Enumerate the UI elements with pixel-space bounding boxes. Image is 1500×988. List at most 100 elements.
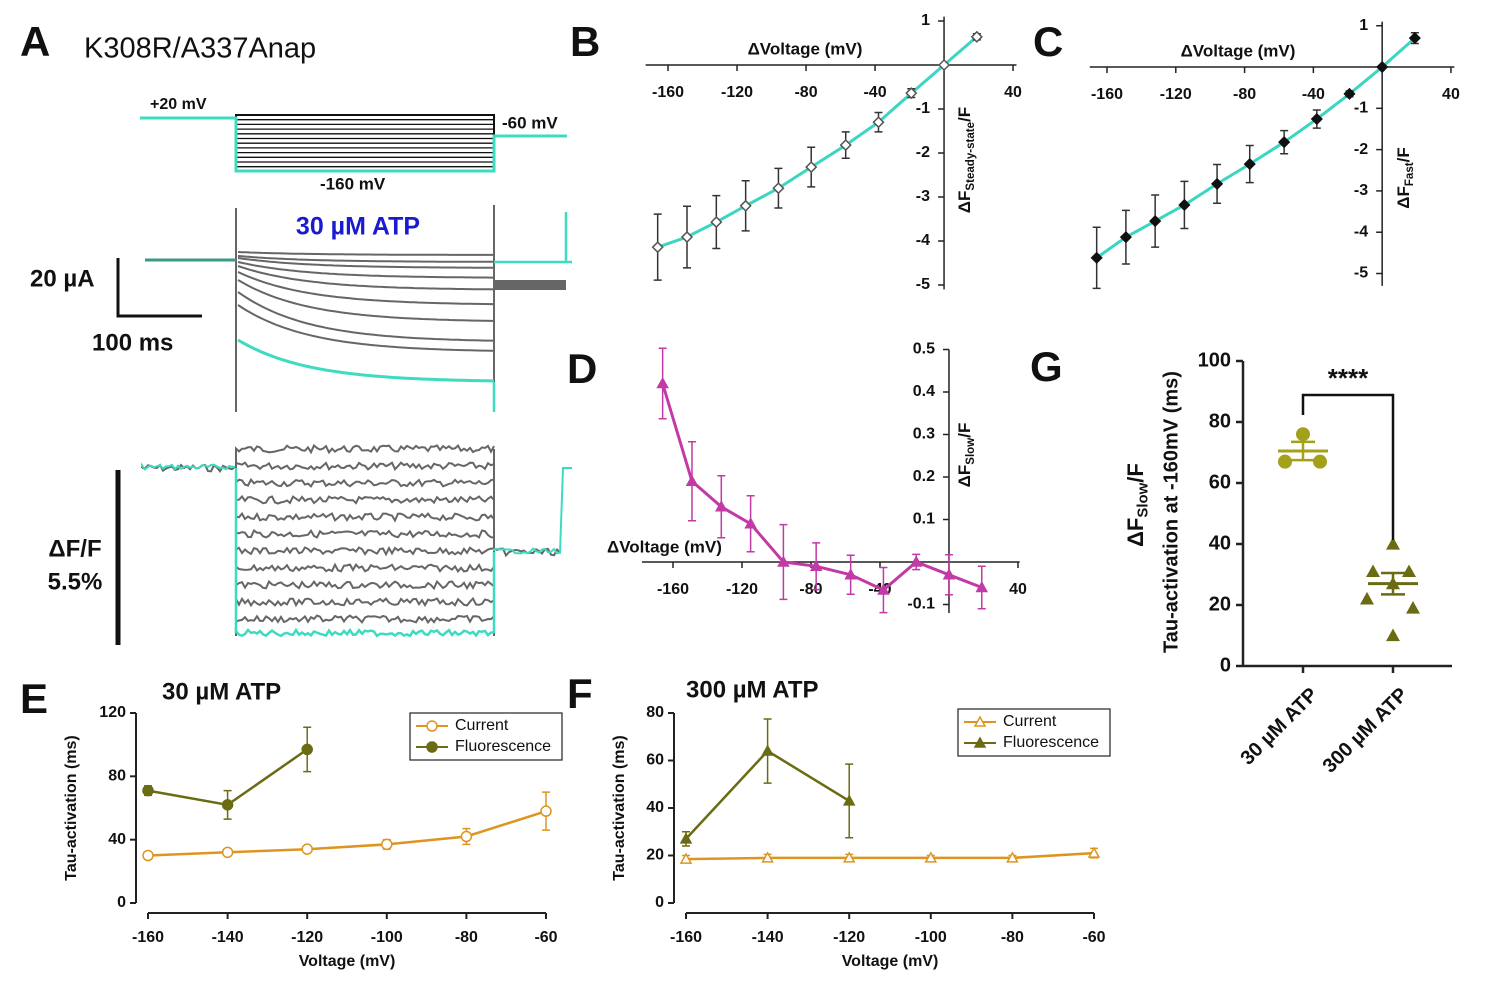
data-point xyxy=(909,555,923,567)
x-tick-label: -40 xyxy=(1302,86,1325,103)
x-tick-label: -80 xyxy=(1233,86,1256,103)
x-axis-label: ΔVoltage (mV) xyxy=(1181,41,1296,60)
data-point xyxy=(679,832,693,844)
scale-label: 20 µA xyxy=(30,265,95,292)
data-point xyxy=(1310,113,1323,126)
data-point xyxy=(809,559,823,571)
legend-label: Fluorescence xyxy=(455,738,551,755)
y-tick-label: 40 xyxy=(646,799,664,816)
x-tick-label: 40 xyxy=(1442,86,1460,103)
panel-letter: C xyxy=(1033,18,1063,65)
fluor-trace xyxy=(493,467,572,555)
y-tick-label: 0 xyxy=(655,894,664,911)
data-point xyxy=(877,583,890,595)
y-axis-label: ΔFFast/F xyxy=(1394,147,1416,208)
current-trace xyxy=(237,271,494,306)
data-point xyxy=(1408,32,1421,45)
data-point xyxy=(975,580,989,593)
data-point xyxy=(1243,158,1256,171)
data-point xyxy=(761,744,774,756)
y-tick-label: -0.1 xyxy=(907,596,935,613)
data-point xyxy=(777,555,790,567)
data-point xyxy=(1386,537,1400,550)
data-point xyxy=(937,58,951,72)
x-tick-label: 300 µM ATP xyxy=(1319,684,1413,778)
data-point xyxy=(656,376,669,389)
current-trace xyxy=(237,279,494,322)
data-point xyxy=(905,87,918,100)
y-tick-label: -3 xyxy=(916,188,930,205)
panel-letter: F xyxy=(567,670,593,717)
sem-bar xyxy=(1381,571,1405,596)
x-axis-label: Voltage (mV) xyxy=(842,953,939,970)
legend-marker xyxy=(973,736,987,748)
fluor-edge xyxy=(235,449,495,636)
data-point xyxy=(1296,427,1310,442)
x-tick-label: -120 xyxy=(721,84,753,101)
current-tail xyxy=(494,280,566,290)
y-tick-label: -4 xyxy=(1354,223,1368,240)
y-tick-label: -5 xyxy=(1354,265,1368,282)
data-point xyxy=(842,851,856,863)
data-point xyxy=(1366,564,1380,578)
data-point xyxy=(1006,851,1019,863)
voltage-label: +20 mV xyxy=(150,96,207,113)
y-tick-label: -4 xyxy=(916,232,930,249)
y-tick-label: 80 xyxy=(1209,410,1231,432)
x-tick-label: -140 xyxy=(752,929,784,946)
scale-bar xyxy=(116,258,202,318)
panel-letter: B xyxy=(570,18,600,65)
voltage-label: -60 mV xyxy=(502,113,558,132)
data-point xyxy=(301,743,313,756)
data-point xyxy=(744,517,757,529)
y-tick-label: -3 xyxy=(1354,182,1368,199)
panel-letter: A xyxy=(20,18,50,65)
y-tick-label: -1 xyxy=(1354,100,1368,117)
chart-title: 30 µM ATP xyxy=(162,678,281,705)
y-axis-label-sub: Slow xyxy=(965,438,977,465)
data-point xyxy=(761,851,774,863)
data-point xyxy=(1376,60,1389,74)
x-tick-label: -140 xyxy=(212,929,244,946)
fluor-trace xyxy=(235,461,495,471)
scale-label: ΔF/F xyxy=(48,535,101,562)
legend-marker xyxy=(973,715,987,727)
current-trace xyxy=(237,304,495,352)
data-point xyxy=(970,30,983,43)
data-point xyxy=(1278,454,1292,469)
fluor-trace xyxy=(235,596,495,608)
x-tick-label: 40 xyxy=(1009,581,1027,598)
x-tick-label: -120 xyxy=(726,581,758,598)
sem-bar xyxy=(1291,440,1315,462)
data-point xyxy=(1386,628,1400,642)
data-point xyxy=(1178,198,1191,212)
fluor-trace xyxy=(235,494,495,505)
x-tick-label: -80 xyxy=(1001,929,1024,946)
y-tick-label: -2 xyxy=(1354,141,1368,158)
y-axis-label-sub: Fast xyxy=(1404,162,1416,186)
data-point xyxy=(460,830,473,843)
y-axis-label: ΔFSlow/F xyxy=(955,423,977,488)
y-tick-label: -1 xyxy=(916,100,930,117)
x-tick-label: -60 xyxy=(1082,929,1105,946)
legend-marker xyxy=(426,720,438,732)
x-tick-label: -120 xyxy=(1160,86,1192,103)
x-tick-label: -120 xyxy=(291,929,323,946)
data-point xyxy=(142,784,154,797)
scale-label: 100 ms xyxy=(92,329,173,356)
y-tick-label: 0.1 xyxy=(913,511,935,528)
data-point xyxy=(1360,591,1374,605)
y-tick-label: 20 xyxy=(646,847,664,864)
series-line xyxy=(147,810,547,857)
fluor-trace xyxy=(235,511,495,523)
y-tick-label: 0 xyxy=(1220,654,1231,676)
data-point xyxy=(221,799,234,811)
legend-label: Current xyxy=(1003,713,1057,730)
data-point xyxy=(710,216,723,229)
y-axis-label-tail: /F xyxy=(955,423,974,438)
significance-label: **** xyxy=(1328,363,1369,393)
current-trace xyxy=(237,261,494,279)
y-axis-label-main: ΔF xyxy=(1394,186,1413,209)
data-point xyxy=(221,846,234,859)
x-tick-label: -40 xyxy=(863,84,886,101)
